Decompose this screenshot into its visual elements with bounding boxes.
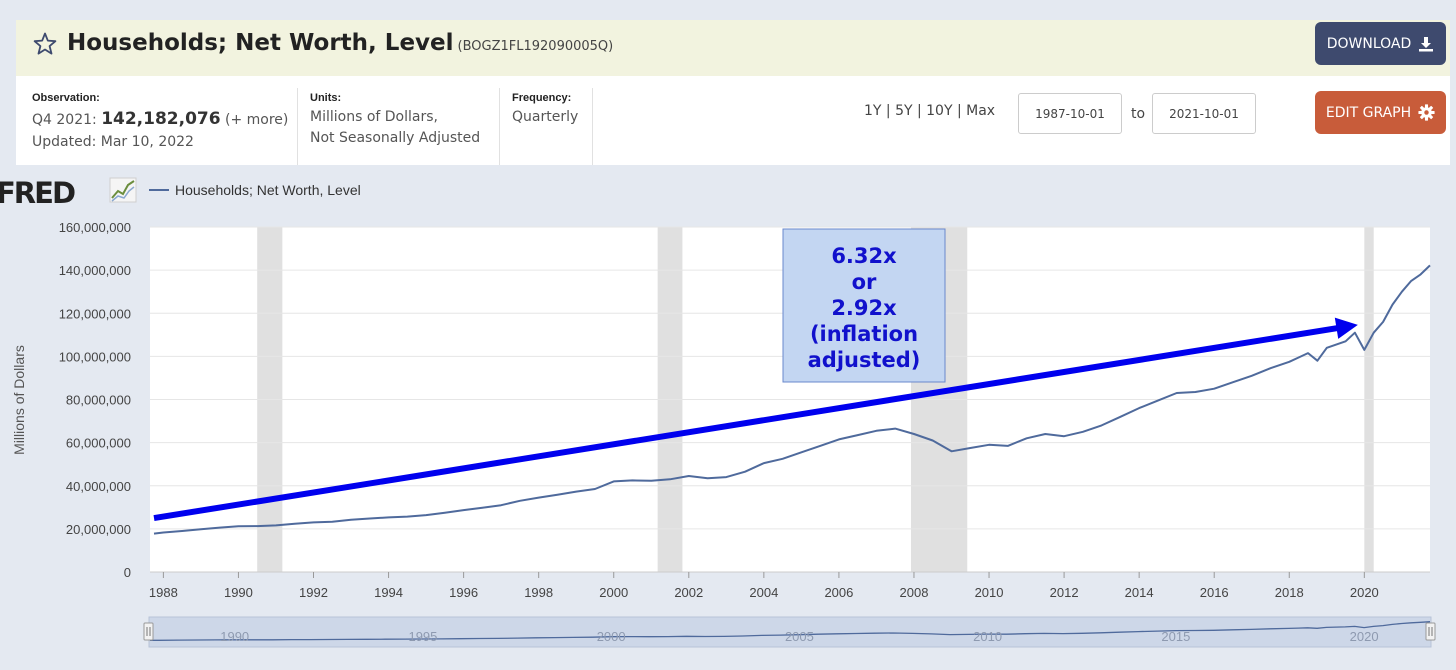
y-tick-label: 140,000,000 [59, 263, 131, 278]
divider [592, 88, 593, 165]
y-tick-label: 40,000,000 [66, 479, 131, 494]
navigator-year-label: 1990 [220, 629, 249, 644]
x-tick-label: 2018 [1275, 585, 1304, 600]
fred-logo-text: FRED [0, 176, 75, 210]
units-line-2: Not Seasonally Adjusted [310, 130, 481, 146]
x-tick-label: 2016 [1200, 585, 1229, 600]
gear-icon [1418, 104, 1435, 121]
y-tick-label: 120,000,000 [59, 306, 131, 321]
navigator-year-label: 2005 [785, 629, 814, 644]
y-tick-label: 160,000,000 [59, 220, 131, 235]
x-tick-label: 1988 [149, 585, 178, 600]
navigator-year-label: 1995 [408, 629, 437, 644]
fred-logo: FRED [0, 176, 137, 210]
navigator-left-handle[interactable] [143, 622, 154, 641]
graph-logo-icon [109, 177, 137, 203]
download-button[interactable]: DOWNLOAD [1315, 22, 1446, 65]
navigator-year-label: 2000 [597, 629, 626, 644]
edit-graph-button[interactable]: EDIT GRAPH [1315, 91, 1446, 134]
legend-label: Households; Net Worth, Level [175, 182, 361, 198]
y-tick-label: 60,000,000 [66, 436, 131, 451]
x-tick-label: 2002 [674, 585, 703, 600]
navigator-year-label: 2020 [1350, 629, 1379, 644]
x-tick-label: 2014 [1125, 585, 1154, 600]
x-tick-label: 2004 [749, 585, 778, 600]
x-tick-label: 2010 [975, 585, 1004, 600]
divider [499, 88, 500, 165]
annotation-line: (inflation [810, 322, 918, 346]
x-tick-label: 2020 [1350, 585, 1379, 600]
navigator-right-handle[interactable] [1425, 622, 1436, 641]
navigator-year-label: 2010 [973, 629, 1002, 644]
annotation-box: 6.32x or 2.92x (inflation adjusted) [782, 228, 946, 383]
y-axis-label: Millions of Dollars [11, 345, 27, 455]
annotation-line: or [852, 270, 877, 294]
trend-arrow [153, 317, 1358, 522]
title-text: Households; Net Worth, Level [67, 30, 454, 56]
annotation-line: 6.32x [831, 244, 897, 268]
start-date-input[interactable]: 1987-10-01 [1018, 93, 1122, 134]
title-bar: Households; Net Worth, Level (BOGZ1FL1920… [16, 20, 1450, 76]
x-tick-label: 2006 [824, 585, 853, 600]
x-tick-label: 2008 [900, 585, 929, 600]
divider [297, 88, 298, 165]
annotation-line: 2.92x [831, 296, 897, 320]
page-title: Households; Net Worth, Level (BOGZ1FL1920… [67, 30, 613, 56]
info-bar: Observation: Q4 2021: 142,182,076 (+ mor… [16, 76, 1450, 165]
download-icon [1419, 36, 1434, 51]
edit-graph-label: EDIT GRAPH [1325, 104, 1412, 121]
end-date-input[interactable]: 2021-10-01 [1152, 93, 1256, 134]
annotation-line: adjusted) [808, 348, 921, 372]
to-label: to [1131, 106, 1146, 122]
navigator-year-label: 2015 [1161, 629, 1190, 644]
x-tick-label: 1990 [224, 585, 253, 600]
x-tick-label: 1992 [299, 585, 328, 600]
observation-line: Q4 2021: 142,182,076 (+ more) [32, 109, 288, 129]
y-tick-label: 80,000,000 [66, 393, 131, 408]
chart: 0 20,000,000 40,000,000 60,000,000 80,000,00… [0, 176, 1436, 648]
frequency-label: Frequency: [512, 92, 572, 104]
observation-value: 142,182,076 [101, 109, 221, 129]
frequency-value: Quarterly [512, 109, 579, 125]
x-tick-label: 1998 [524, 585, 553, 600]
y-tick-label: 20,000,000 [66, 522, 131, 537]
x-tick-label: 2000 [599, 585, 628, 600]
series-line [153, 264, 1431, 535]
observation-label: Observation: [32, 92, 100, 104]
x-tick-label: 2012 [1050, 585, 1079, 600]
x-tick-label: 1994 [374, 585, 403, 600]
star-icon[interactable] [33, 32, 57, 56]
series-id: (BOGZ1FL192090005Q) [457, 39, 614, 54]
observation-period: Q4 2021: [32, 112, 97, 128]
y-tick-label: 0 [124, 565, 131, 580]
download-label: DOWNLOAD [1326, 35, 1412, 52]
x-tick-label: 1996 [449, 585, 478, 600]
range-navigator[interactable]: 1990 1995 2000 2005 2010 2015 2020 [143, 616, 1436, 648]
more-link[interactable]: (+ more) [225, 112, 289, 128]
range-selector[interactable]: 1Y | 5Y | 10Y | Max [864, 103, 996, 119]
units-label: Units: [310, 92, 342, 104]
units-line-1: Millions of Dollars, [310, 109, 438, 125]
updated-date: Updated: Mar 10, 2022 [32, 134, 194, 150]
y-tick-label: 100,000,000 [59, 349, 131, 364]
